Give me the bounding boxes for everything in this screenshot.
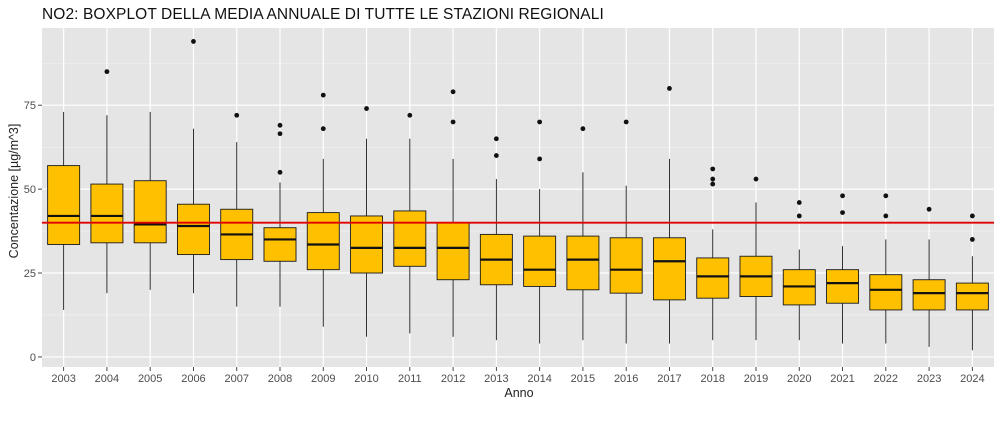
x-tick-label: 2021 xyxy=(830,373,854,385)
x-tick-label: 2008 xyxy=(268,373,292,385)
box-2021 xyxy=(826,269,860,304)
outlier-point-2008 xyxy=(277,122,283,128)
box-2023 xyxy=(912,279,946,311)
outlier-point-2004 xyxy=(104,69,110,75)
box-2005 xyxy=(133,180,167,244)
box-2015 xyxy=(566,235,600,291)
outlier-point-2020 xyxy=(796,213,802,219)
outlier-point-2022 xyxy=(883,193,889,199)
x-tick-label: 2015 xyxy=(571,373,595,385)
box-2003 xyxy=(47,165,81,245)
outlier-point-2019 xyxy=(753,176,759,182)
box-2004 xyxy=(90,183,124,244)
box-2024 xyxy=(955,282,989,311)
outlier-point-2008 xyxy=(277,169,283,175)
x-tick-label: 2011 xyxy=(398,373,422,385)
box-2014 xyxy=(523,235,557,287)
outlier-point-2014 xyxy=(537,156,543,162)
outlier-point-2007 xyxy=(234,112,240,118)
outlier-point-2015 xyxy=(580,126,586,132)
x-tick-label: 2003 xyxy=(51,373,75,385)
outlier-point-2006 xyxy=(191,39,196,44)
outlier-point-2013 xyxy=(493,136,499,142)
x-tick-label: 2013 xyxy=(484,373,508,385)
y-tick-label: 75 xyxy=(24,100,36,112)
box-2017 xyxy=(652,237,686,301)
outlier-point-2021 xyxy=(840,193,845,199)
outlier-point-2009 xyxy=(320,126,326,132)
outlier-point-2008 xyxy=(277,131,283,137)
x-tick-label: 2024 xyxy=(960,373,984,385)
outlier-point-2024 xyxy=(969,213,975,219)
x-tick-label: 2020 xyxy=(787,373,811,385)
box-2010 xyxy=(350,215,384,274)
x-tick-label: 2019 xyxy=(744,373,768,385)
outlier-point-2011 xyxy=(407,112,413,118)
box-2018 xyxy=(696,257,730,299)
x-tick-label: 2012 xyxy=(441,373,465,385)
x-tick-label: 2004 xyxy=(95,373,119,385)
x-tick-label: 2009 xyxy=(311,373,335,385)
x-tick-label: 2018 xyxy=(700,373,724,385)
chart-title: NO2: BOXPLOT DELLA MEDIA ANNUALE DI TUTT… xyxy=(42,6,604,23)
outlier-point-2012 xyxy=(450,119,456,125)
x-tick-label: 2017 xyxy=(657,373,681,385)
outlier-point-2024 xyxy=(969,237,975,242)
outlier-point-2012 xyxy=(450,89,456,95)
x-tick-label: 2006 xyxy=(181,373,205,385)
outlier-point-2018 xyxy=(710,181,716,187)
box-layer xyxy=(47,165,989,311)
x-tick-label: 2016 xyxy=(614,373,638,385)
box-2008 xyxy=(263,227,297,262)
outlier-point-2022 xyxy=(883,213,889,219)
outlier-point-2013 xyxy=(493,153,499,158)
outlier-point-2018 xyxy=(710,176,716,182)
y-tick-label: 0 xyxy=(30,352,36,364)
outlier-point-2021 xyxy=(840,210,845,216)
x-tick-label: 2022 xyxy=(874,373,898,385)
outlier-point-2017 xyxy=(667,86,672,91)
y-tick-label: 25 xyxy=(24,268,36,280)
outlier-point-2016 xyxy=(623,119,629,125)
x-tick-label: 2014 xyxy=(527,373,551,385)
box-2009 xyxy=(306,212,340,271)
box-2022 xyxy=(869,274,903,311)
outlier-point-2009 xyxy=(320,92,326,98)
box-2011 xyxy=(393,210,427,267)
x-tick-label: 2005 xyxy=(138,373,162,385)
axis-layer: 0 25 50 75 2003 2004 2005 2006 2007 2008 2009 2010 2… xyxy=(24,100,985,385)
box-2012 xyxy=(436,222,470,281)
outlier-point-2010 xyxy=(364,106,369,111)
x-tick-label: 2007 xyxy=(224,373,248,385)
box-2006 xyxy=(176,203,210,256)
outlier-point-2023 xyxy=(926,206,932,212)
box-2016 xyxy=(609,237,643,294)
outlier-layer xyxy=(104,39,975,242)
outlier-point-2018 xyxy=(710,166,716,172)
y-axis-label: Concentazione [µg/m^3] xyxy=(7,124,21,259)
outlier-point-2014 xyxy=(537,119,543,125)
x-axis-label: Anno xyxy=(504,386,533,400)
y-tick-label: 50 xyxy=(24,184,36,196)
outlier-point-2020 xyxy=(796,200,802,205)
whisker-layer xyxy=(63,111,973,351)
plot-background xyxy=(42,28,994,367)
x-tick-label: 2023 xyxy=(917,373,941,385)
x-tick-label: 2010 xyxy=(354,373,378,385)
